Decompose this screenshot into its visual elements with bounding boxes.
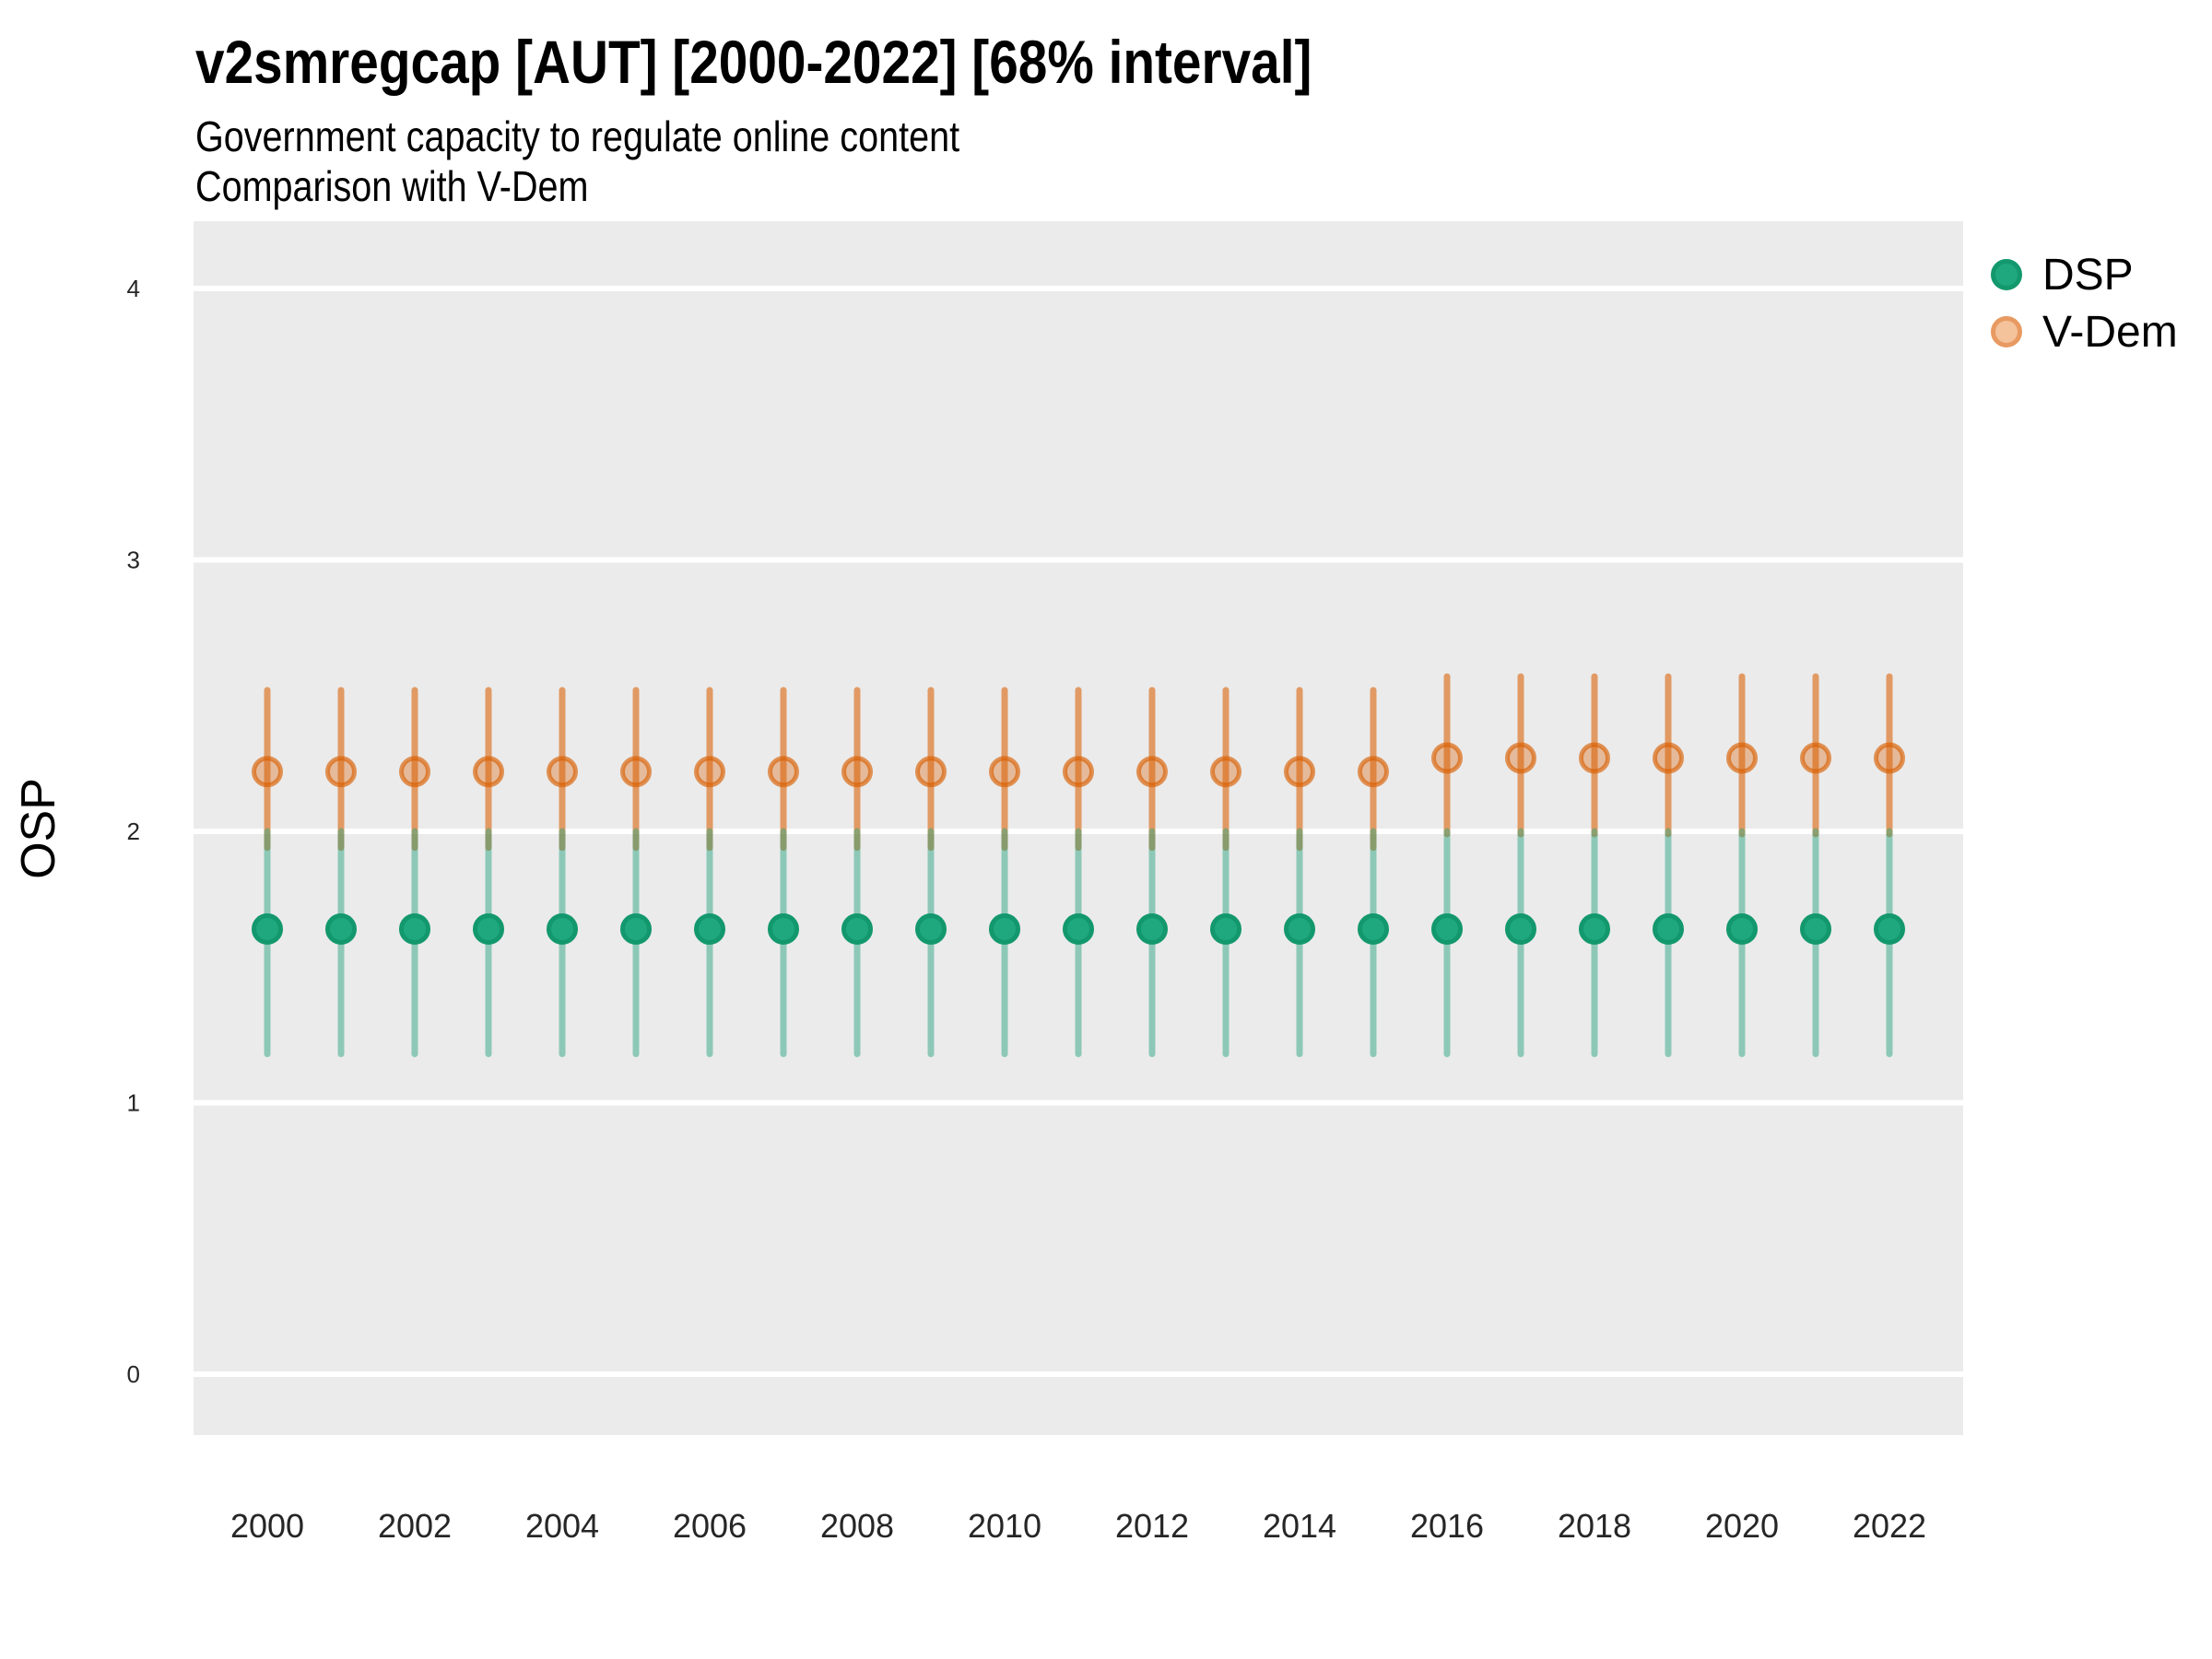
vdem-legend-label: V-Dem — [2042, 307, 2178, 357]
chart-subtitle-comparison: Comparison with V-Dem — [195, 162, 589, 210]
vdem-point-2019 — [1653, 742, 1684, 774]
vdem-point-2015 — [1358, 756, 1389, 788]
x-tick-label-2000: 2000 — [230, 1507, 304, 1545]
dsp-point-2010 — [989, 913, 1020, 946]
vdem-point-2014 — [1284, 756, 1315, 788]
dsp-point-2019 — [1653, 913, 1684, 946]
vdem-point-2012 — [1136, 756, 1168, 788]
dsp-legend-label: DSP — [2042, 250, 2134, 300]
vdem-point-2003 — [473, 756, 504, 788]
vdem-point-2022 — [1874, 742, 1905, 774]
x-tick-label-2016: 2016 — [1410, 1507, 1484, 1545]
vdem-point-2001 — [325, 756, 357, 788]
dsp-point-2009 — [915, 913, 947, 946]
legend-item-vdem: V-Dem — [1991, 307, 2178, 357]
dsp-point-2007 — [768, 913, 799, 946]
x-tick-label-2020: 2020 — [1705, 1507, 1779, 1545]
vdem-point-2004 — [547, 756, 578, 788]
vdem-point-2009 — [915, 756, 947, 788]
y-tick-label-4: 4 — [127, 275, 140, 302]
x-tick-label-2018: 2018 — [1558, 1507, 1631, 1545]
x-tick-label-2006: 2006 — [673, 1507, 747, 1545]
vdem-point-2007 — [768, 756, 799, 788]
legend-item-dsp: DSP — [1991, 250, 2178, 300]
dsp-point-2001 — [325, 913, 357, 946]
vdem-point-2017 — [1505, 742, 1536, 774]
x-tick-label-2014: 2014 — [1263, 1507, 1336, 1545]
dsp-point-2017 — [1505, 913, 1536, 946]
x-tick-label-2022: 2022 — [1853, 1507, 1926, 1545]
vdem-point-2008 — [841, 756, 873, 788]
chart-title: v2smregcap [AUT] [2000-2022] [68% interv… — [195, 28, 1312, 96]
vdem-point-swatch-icon — [1991, 316, 2022, 347]
dsp-point-2018 — [1579, 913, 1610, 946]
vdem-point-2016 — [1431, 742, 1463, 774]
vdem-point-2006 — [694, 756, 725, 788]
vdem-point-2010 — [989, 756, 1020, 788]
vdem-point-2021 — [1800, 742, 1831, 774]
dsp-point-2003 — [473, 913, 504, 946]
vdem-point-2000 — [252, 756, 283, 788]
y-tick-label-1: 1 — [127, 1089, 140, 1117]
vdem-point-2020 — [1726, 742, 1758, 774]
x-tick-label-2010: 2010 — [968, 1507, 1041, 1545]
dsp-point-2005 — [620, 913, 652, 946]
dsp-point-2004 — [547, 913, 578, 946]
dsp-point-2006 — [694, 913, 725, 946]
x-tick-label-2004: 2004 — [525, 1507, 599, 1545]
dsp-point-2002 — [399, 913, 430, 946]
dsp-point-2000 — [252, 913, 283, 946]
dsp-point-2015 — [1358, 913, 1389, 946]
legend: DSP V-Dem — [1991, 251, 2178, 365]
x-tick-label-2002: 2002 — [378, 1507, 452, 1545]
dsp-point-2008 — [841, 913, 873, 946]
vdem-point-2005 — [620, 756, 652, 788]
dsp-point-2011 — [1063, 913, 1094, 946]
vdem-point-2018 — [1579, 742, 1610, 774]
dsp-point-2014 — [1284, 913, 1315, 946]
y-tick-label-3: 3 — [127, 547, 140, 574]
y-axis-title: OSP — [12, 778, 65, 879]
dsp-point-2013 — [1210, 913, 1241, 946]
dsp-point-2020 — [1726, 913, 1758, 946]
dsp-point-2012 — [1136, 913, 1168, 946]
vdem-point-2013 — [1210, 756, 1241, 788]
y-tick-label-0: 0 — [127, 1360, 140, 1388]
vdem-point-2002 — [399, 756, 430, 788]
dsp-point-2016 — [1431, 913, 1463, 946]
dsp-point-swatch-icon — [1991, 259, 2022, 290]
vdem-point-2011 — [1063, 756, 1094, 788]
dsp-point-2022 — [1874, 913, 1905, 946]
x-tick-label-2008: 2008 — [820, 1507, 894, 1545]
x-tick-label-2012: 2012 — [1115, 1507, 1189, 1545]
chart-subtitle: Government capacity to regulate online c… — [195, 112, 960, 160]
chart-titles: v2smregcap [AUT] [2000-2022] [68% interv… — [195, 28, 1312, 210]
dsp-point-2021 — [1800, 913, 1831, 946]
y-tick-label-2: 2 — [127, 818, 140, 845]
